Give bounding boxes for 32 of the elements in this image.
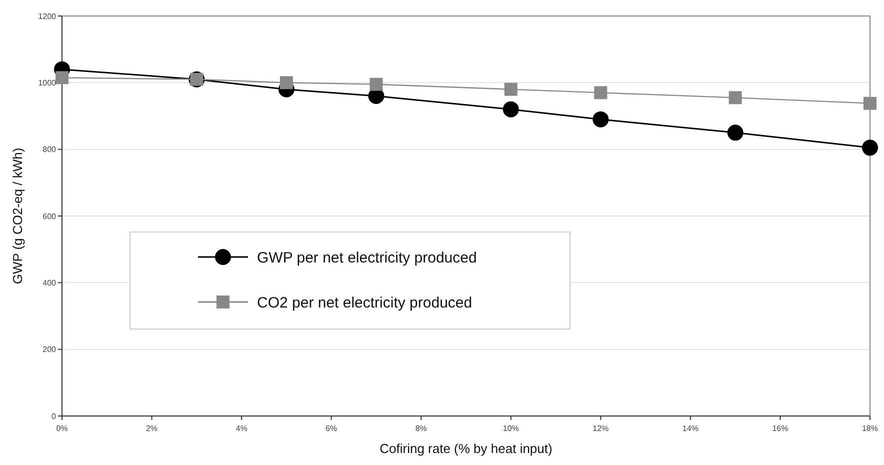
x-tick-label: 2% (146, 424, 158, 433)
y-tick-label: 1200 (38, 12, 57, 21)
x-tick-label: 10% (502, 424, 519, 433)
y-tick-label: 800 (42, 145, 57, 154)
point (594, 86, 608, 100)
x-tick-label: 16% (772, 424, 788, 433)
y-tick-label: 200 (42, 345, 57, 354)
x-tick-label: 4% (236, 424, 248, 433)
point (56, 71, 68, 84)
point (864, 96, 876, 110)
y-tick-label: 1000 (38, 78, 57, 88)
point (728, 91, 742, 104)
point (727, 124, 744, 141)
y-axis-title: GWP (g CO2-eq / kWh) (10, 148, 25, 284)
y-tick-label: 400 (42, 278, 57, 288)
x-tick-label: 12% (592, 424, 609, 433)
y-tick-label: 600 (42, 212, 57, 221)
x-tick-label: 14% (682, 424, 698, 433)
legend-label: GWP per net electricity produced (257, 249, 477, 266)
legend-label: CO2 per net electricity produced (257, 294, 472, 312)
x-tick-label: 8% (415, 424, 427, 433)
point (280, 76, 293, 90)
x-tick-label: 18% (862, 424, 878, 433)
point (370, 78, 383, 91)
x-tick-label: 6% (326, 424, 338, 433)
point (592, 111, 609, 128)
x-tick-label: 0% (56, 424, 68, 433)
point (862, 140, 878, 156)
y-tick-label: 0 (52, 412, 57, 421)
point (502, 101, 519, 118)
x-axis-title: Cofiring rate (% by heat input) (380, 441, 552, 456)
point (504, 82, 518, 96)
